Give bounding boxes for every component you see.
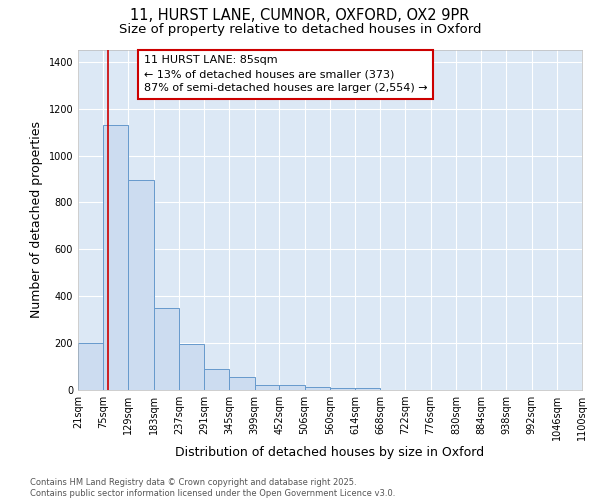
- Bar: [330, 388, 355, 390]
- Bar: [154, 308, 179, 390]
- Text: Contains HM Land Registry data © Crown copyright and database right 2025.
Contai: Contains HM Land Registry data © Crown c…: [30, 478, 395, 498]
- Bar: [204, 369, 229, 390]
- Bar: [355, 388, 380, 390]
- Bar: [78, 343, 103, 390]
- Y-axis label: Number of detached properties: Number of detached properties: [30, 122, 43, 318]
- Bar: [103, 125, 128, 390]
- Text: 11, HURST LANE, CUMNOR, OXFORD, OX2 9PR: 11, HURST LANE, CUMNOR, OXFORD, OX2 9PR: [130, 8, 470, 22]
- Bar: [254, 386, 280, 390]
- Bar: [128, 180, 154, 390]
- Bar: [305, 387, 330, 390]
- X-axis label: Distribution of detached houses by size in Oxford: Distribution of detached houses by size …: [175, 446, 485, 458]
- Text: 11 HURST LANE: 85sqm
← 13% of detached houses are smaller (373)
87% of semi-deta: 11 HURST LANE: 85sqm ← 13% of detached h…: [143, 55, 427, 93]
- Text: Size of property relative to detached houses in Oxford: Size of property relative to detached ho…: [119, 22, 481, 36]
- Bar: [280, 386, 305, 390]
- Bar: [179, 344, 204, 390]
- Bar: [229, 377, 254, 390]
